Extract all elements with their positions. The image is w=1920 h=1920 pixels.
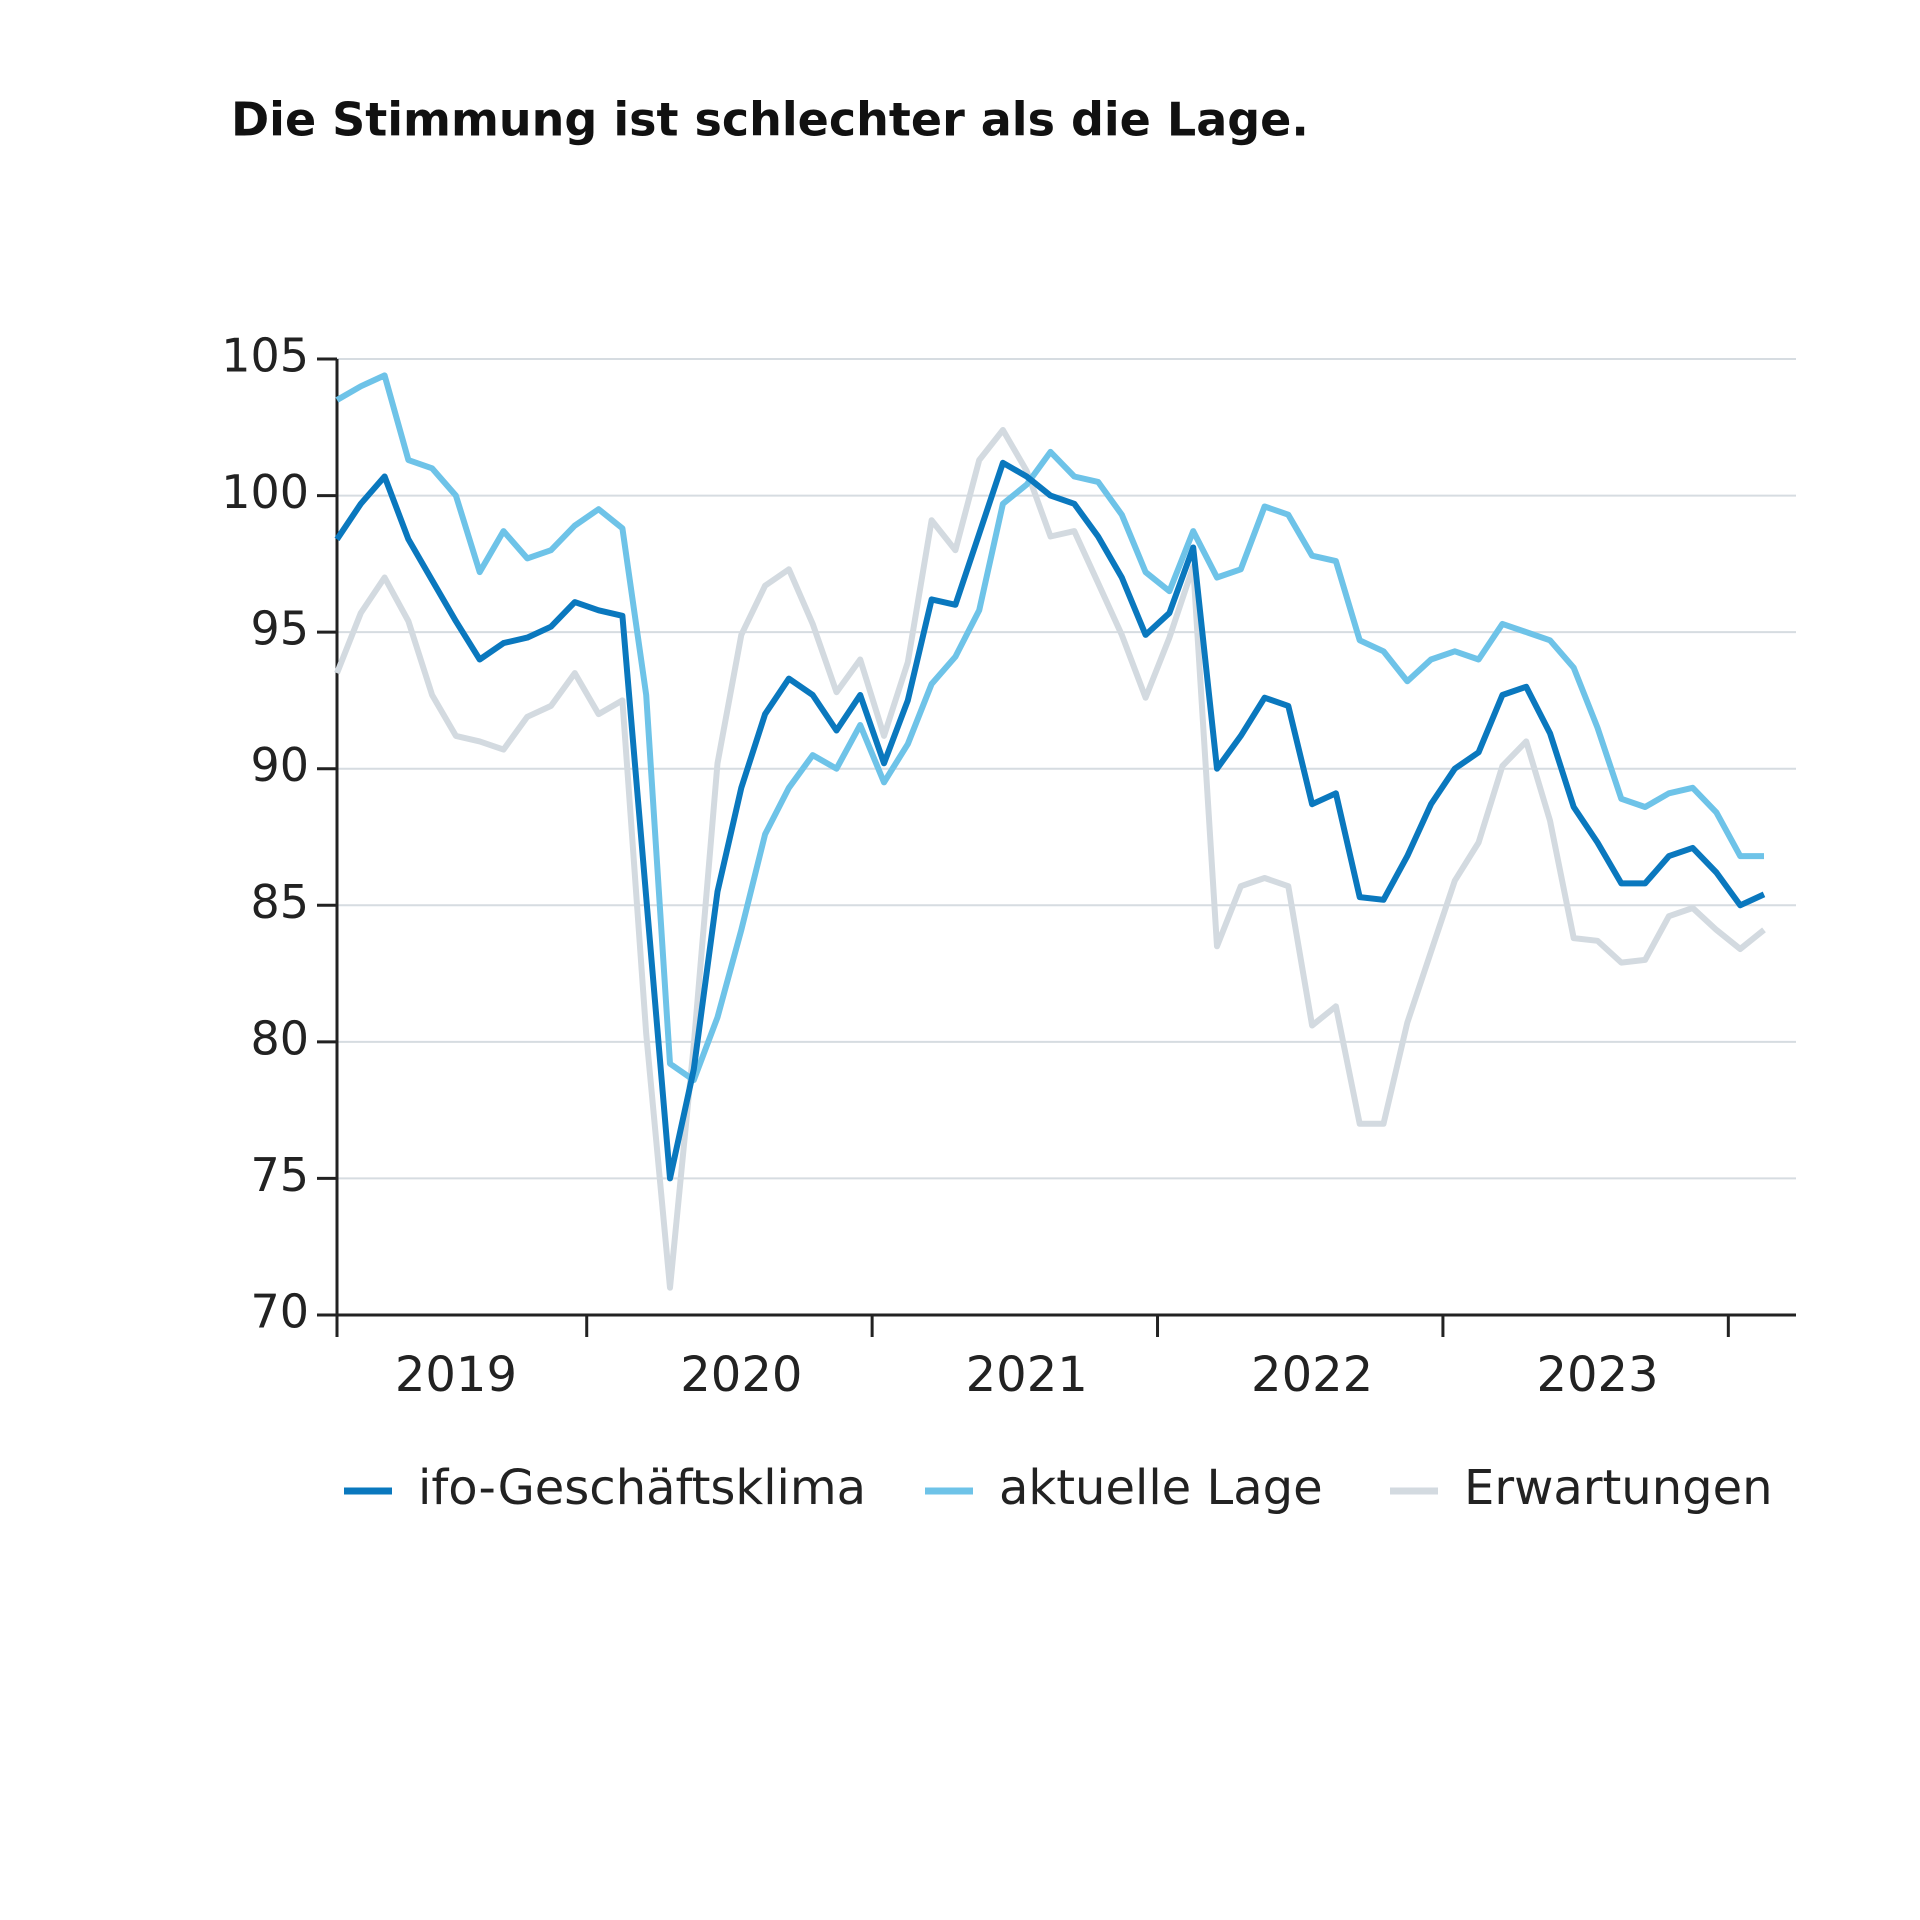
y-tick-label: 105 xyxy=(221,329,309,383)
y-tick-label: 85 xyxy=(250,875,309,929)
series-line xyxy=(334,459,1766,1182)
chart-title: Die Stimmung ist schlechter als die Lage… xyxy=(231,93,1309,147)
legend-label: Erwartungen xyxy=(1464,1460,1773,1516)
y-tick-label: 80 xyxy=(250,1011,309,1065)
legend-label: aktuelle Lage xyxy=(999,1460,1323,1516)
x-tick-label: 2019 xyxy=(395,1347,517,1403)
x-tick-label: 2020 xyxy=(680,1347,802,1403)
x-tick-label: 2023 xyxy=(1536,1347,1658,1403)
y-tick-label: 70 xyxy=(250,1285,309,1339)
y-tick-label: 95 xyxy=(250,602,309,656)
legend-label: ifo-Geschäftsklima xyxy=(418,1460,866,1516)
y-tick-label: 75 xyxy=(250,1148,309,1202)
y-tick-label: 90 xyxy=(250,738,309,792)
series-line xyxy=(334,427,1766,1291)
x-tick-label: 2022 xyxy=(1251,1347,1373,1403)
x-tick-label: 2021 xyxy=(966,1347,1088,1403)
y-tick-label: 100 xyxy=(221,465,309,519)
series-line xyxy=(335,372,1764,1084)
